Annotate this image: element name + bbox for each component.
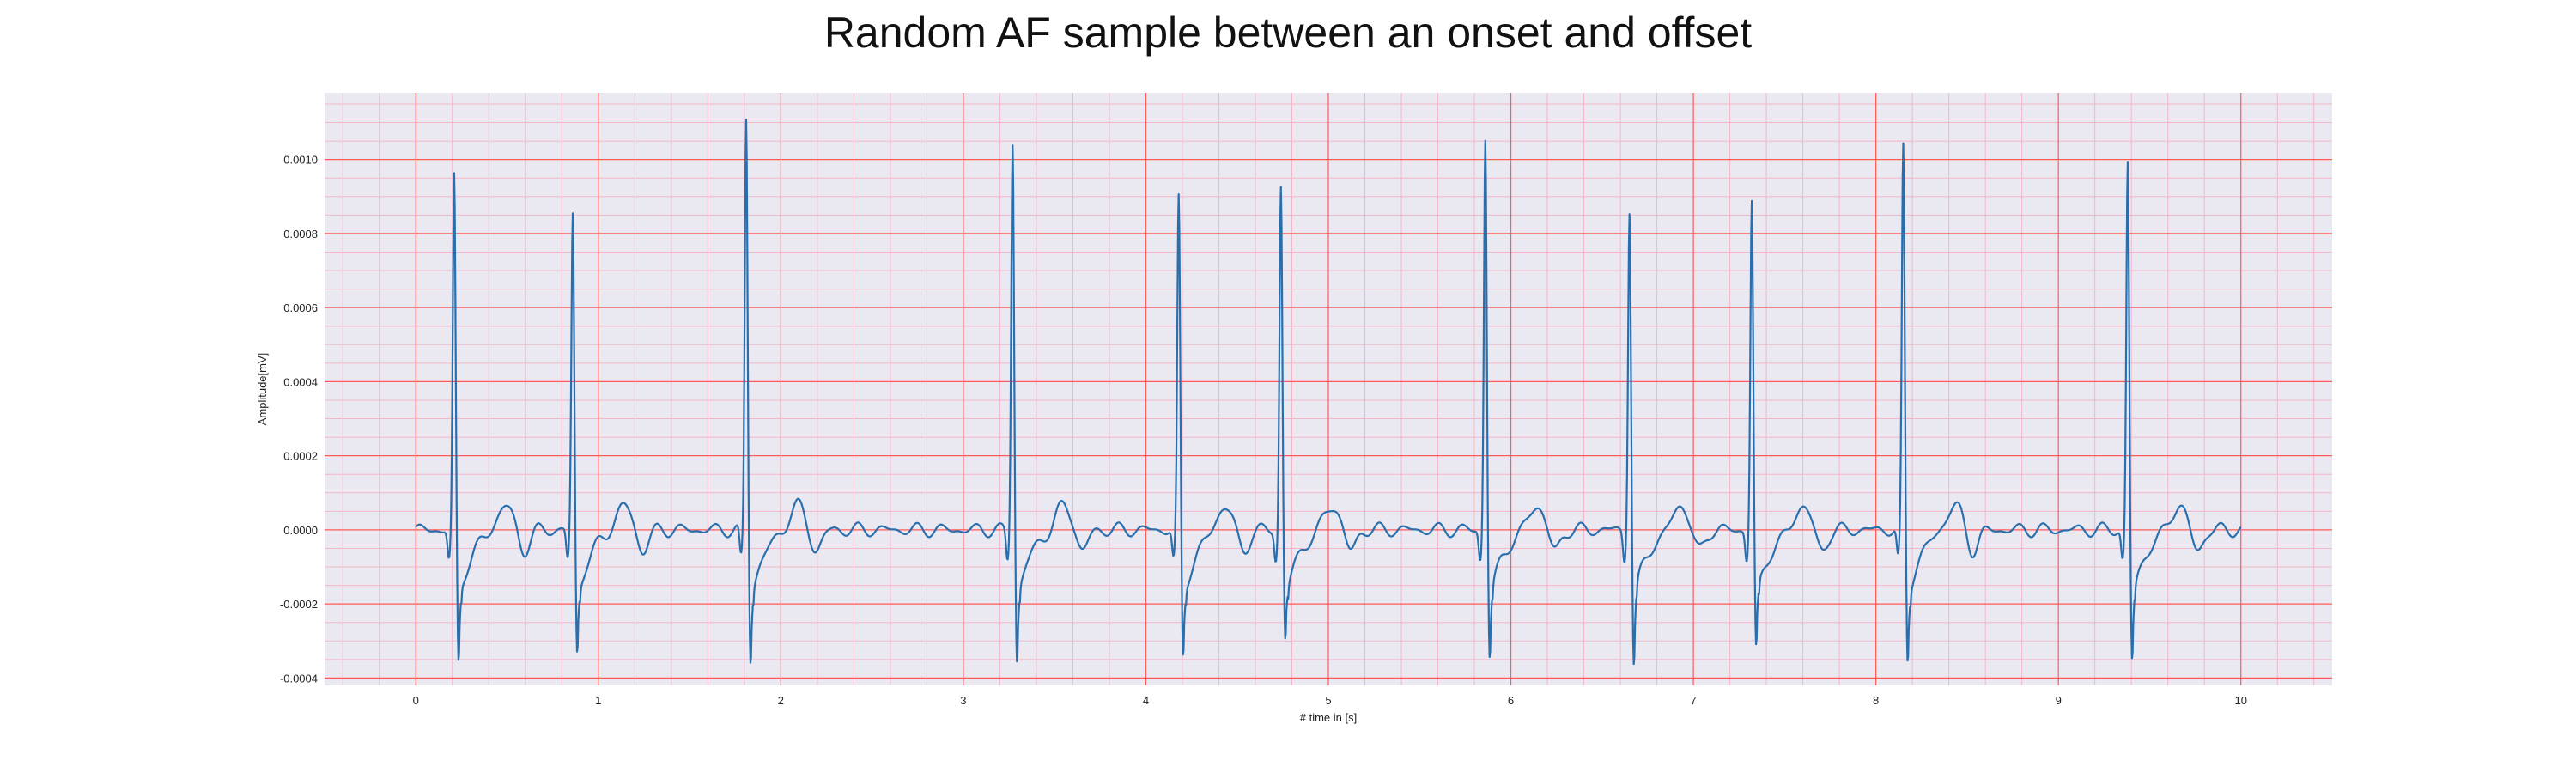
x-tick-label: 7 bbox=[1690, 694, 1696, 707]
y-tick-label: 0.0000 bbox=[283, 524, 318, 537]
y-tick-label: 0.0002 bbox=[283, 450, 318, 463]
x-tick-label: 4 bbox=[1143, 694, 1149, 707]
y-tick-label: -0.0004 bbox=[280, 672, 318, 685]
chart-title: Random AF sample between an onset and of… bbox=[823, 9, 1753, 57]
y-tick-label: 0.0010 bbox=[283, 154, 318, 167]
y-tick-label: 0.0008 bbox=[283, 228, 318, 240]
y-axis-label: Amplitude[mV] bbox=[256, 353, 269, 426]
x-axis-label: # time in [s] bbox=[1300, 711, 1357, 724]
x-tick-label: 1 bbox=[595, 694, 601, 707]
x-tick-label: 10 bbox=[2234, 694, 2246, 707]
major-grid bbox=[325, 93, 2332, 685]
x-tick-label: 2 bbox=[778, 694, 784, 707]
x-tick-label: 3 bbox=[960, 694, 966, 707]
x-tick-label: 0 bbox=[413, 694, 419, 707]
x-tick-label: 9 bbox=[2056, 694, 2062, 707]
x-tick-label: 8 bbox=[1873, 694, 1879, 707]
x-tick-label: 5 bbox=[1325, 694, 1331, 707]
ecg-series-line bbox=[415, 119, 2242, 666]
series-layer bbox=[415, 119, 2242, 666]
y-tick-label: 0.0006 bbox=[283, 301, 318, 314]
y-tick-labels: -0.0004 -0.0002 0.0000 0.0002 0.0004 0.0006 0.… bbox=[280, 154, 318, 685]
y-tick-label: 0.0004 bbox=[283, 375, 318, 388]
x-tick-label: 6 bbox=[1508, 694, 1514, 707]
x-tick-labels: 0 1 2 3 4 5 6 7 8 9 10 bbox=[413, 694, 2247, 707]
y-tick-label: -0.0002 bbox=[280, 598, 318, 611]
